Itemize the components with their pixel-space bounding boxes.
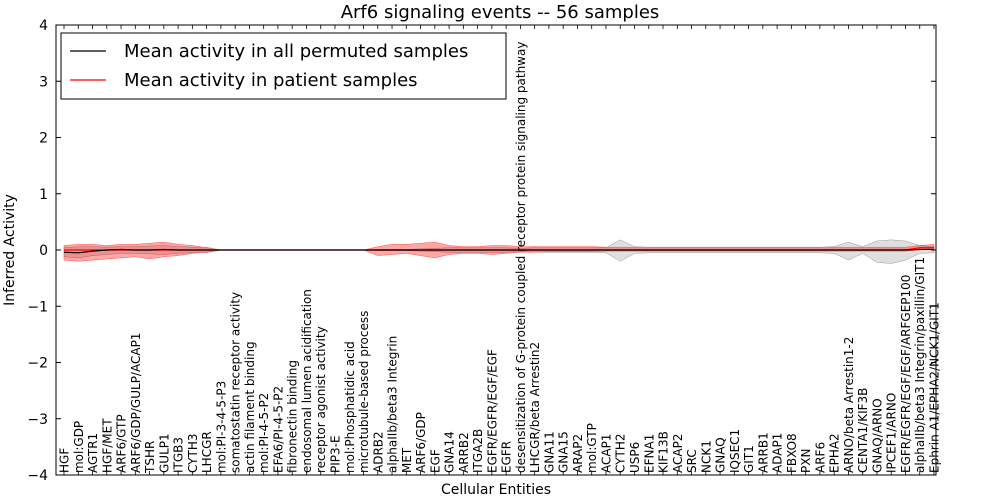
x-category-label: EGF xyxy=(428,449,442,473)
x-category-label: PIP3-E xyxy=(328,435,342,473)
x-category-label: ARRB2 xyxy=(457,432,471,473)
legend-box xyxy=(60,32,507,100)
x-category-label: desensitization of G-protein coupled rec… xyxy=(514,42,528,473)
x-category-label: ARF6/GDP xyxy=(414,412,428,473)
y-tick-label: 3 xyxy=(39,74,48,90)
x-category-label: ACAP1 xyxy=(599,434,613,473)
x-category-label: alphaIIb/beta3 Integrin/paxillin/GIT1 xyxy=(913,257,927,473)
y-tick-label: 2 xyxy=(39,131,48,147)
x-category-label: mol:PI-3-4-5-P3 xyxy=(214,381,228,473)
y-tick-label: 1 xyxy=(39,187,48,203)
x-category-label: EGFR/EGFR/EGF/EGF xyxy=(485,349,499,473)
x-category-label: IQSEC1 xyxy=(728,429,742,473)
x-category-label: CENTA1/KIF3B xyxy=(856,388,870,473)
x-category-label: mol:GTP xyxy=(585,423,599,473)
y-tick-label: 0 xyxy=(39,243,48,259)
x-category-label: mol:Phosphatidic acid xyxy=(343,341,357,473)
x-category-label: alphaIIb/beta3 Integrin xyxy=(386,336,400,473)
x-category-label: GNAQ xyxy=(714,437,728,473)
x-category-label: GNA11 xyxy=(542,431,556,473)
x-category-label: GIT1 xyxy=(742,445,756,473)
y-tick-label: −3 xyxy=(27,412,48,428)
x-category-label: EFNA1 xyxy=(642,434,656,473)
x-category-label: LHCGR xyxy=(200,431,214,473)
x-axis-category-labels: HGF mol:GDP AGTR1 HGF/MET ARF6/GTP ARF6/GDP/G… xyxy=(58,42,942,474)
x-category-label: AGTR1 xyxy=(86,433,100,473)
x-category-label: mol:PI-4-5-P2 xyxy=(257,393,271,473)
chart-title: Arf6 signaling events -- 56 samples xyxy=(341,2,660,23)
x-category-label: ITGA2B xyxy=(471,429,485,473)
series-lines xyxy=(63,247,934,254)
x-category-label: ARNO/beta Arrestin1-2 xyxy=(842,337,856,473)
x-category-label: IPCEF1/ARNO xyxy=(885,393,899,473)
x-category-label: fibronectin binding xyxy=(286,360,300,473)
x-category-label: SRC xyxy=(685,449,699,473)
x-category-label: ARRB1 xyxy=(756,432,770,473)
x-category-label: ARF6/GDP/GULP/ACAP1 xyxy=(129,333,143,473)
x-category-label: Ephrin A1/EPHA2/NCK1/GIT1 xyxy=(928,302,942,473)
x-category-label: receptor agonist activity xyxy=(314,326,328,473)
x-category-label: CYTH3 xyxy=(186,433,200,473)
x-axis-label: Cellular Entities xyxy=(441,482,551,498)
x-category-label: ARAP2 xyxy=(571,434,585,473)
x-category-label: ITGB3 xyxy=(172,437,186,473)
x-category-label: ACAP2 xyxy=(671,434,685,473)
x-category-label: PXN xyxy=(799,449,813,473)
x-category-label: HGF/MET xyxy=(100,418,114,473)
x-category-label: EFA6/PI-4-5-P2 xyxy=(271,386,285,473)
x-category-label: HGF xyxy=(58,448,72,473)
x-category-label: microtubule-based process xyxy=(357,311,371,473)
x-category-label: mol:GDP xyxy=(72,421,86,473)
x-category-label: EGFR xyxy=(500,441,514,473)
y-tick-label: 4 xyxy=(39,18,48,34)
legend: Mean activity in all permuted samples Me… xyxy=(60,32,507,100)
x-category-label: LHCGR/beta Arrestin2 xyxy=(528,342,542,473)
x-category-label: endosomal lumen acidification xyxy=(300,289,314,473)
legend-label-patient: Mean activity in patient samples xyxy=(124,70,418,91)
x-category-label: KIF13B xyxy=(657,431,671,473)
x-axis-ticks xyxy=(63,25,935,475)
x-category-label: actin filament binding xyxy=(243,341,257,473)
x-category-label: ARF6 xyxy=(813,442,827,473)
x-category-label: FBXO8 xyxy=(785,433,799,473)
y-axis-label: Inferred Activity xyxy=(2,194,18,306)
x-category-label: GNA15 xyxy=(557,431,571,473)
x-category-label: ADRB2 xyxy=(371,431,385,473)
x-category-label: EGFR/EGFR/EGF/EGF/ARFGEP100 xyxy=(899,275,913,473)
y-tick-label: −4 xyxy=(27,468,48,484)
line-permuted xyxy=(63,248,934,254)
x-category-label: MET xyxy=(400,447,414,473)
x-category-label: GNAQ/ARNO xyxy=(870,398,884,473)
y-axis-ticks: −4 −3 −2 −1 0 1 2 3 4 xyxy=(27,18,936,484)
x-category-label: CYTH2 xyxy=(614,434,628,474)
x-category-label: GNA14 xyxy=(443,431,457,473)
y-tick-label: −1 xyxy=(27,299,48,315)
x-category-label: ARF6/GTP xyxy=(115,414,129,473)
x-category-label: USP6 xyxy=(628,442,642,473)
x-category-label: GULP1 xyxy=(157,433,171,473)
legend-label-permuted: Mean activity in all permuted samples xyxy=(124,41,468,62)
x-category-label: TSHR xyxy=(143,441,157,474)
y-tick-label: −2 xyxy=(27,356,48,372)
x-category-label: somatostatin receptor activity xyxy=(229,292,243,473)
x-category-label: ADAP1 xyxy=(771,433,785,473)
x-category-label: NCK1 xyxy=(699,440,713,473)
x-category-label: EPHA2 xyxy=(828,433,842,473)
